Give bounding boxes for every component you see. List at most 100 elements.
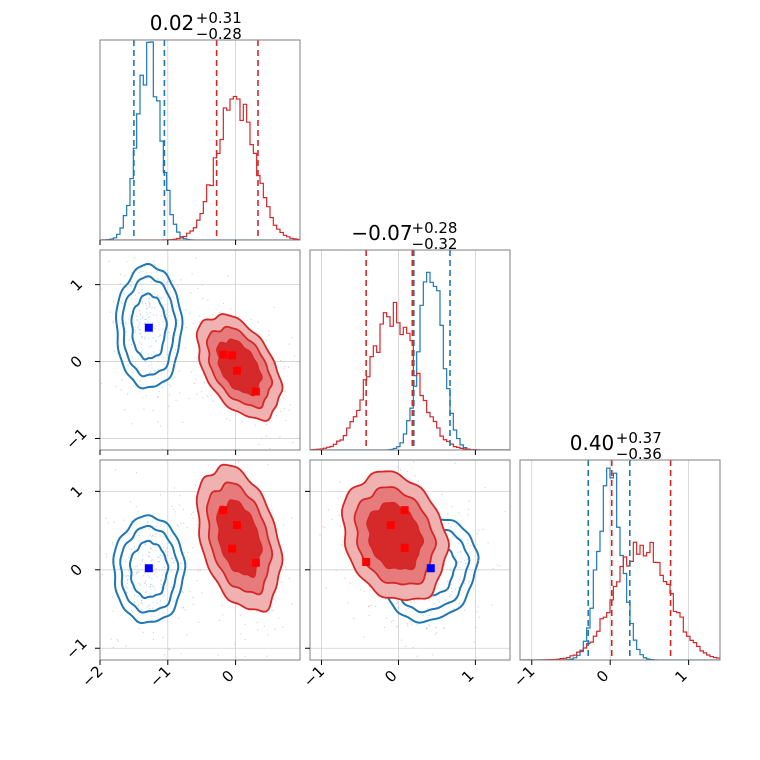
- p21-blue-sample-point: [138, 291, 140, 294]
- p21-blue-sample-point: [148, 301, 150, 303]
- p21-blue-sample-point: [185, 326, 187, 329]
- p31-blue-sample-point: [127, 545, 129, 548]
- p31-blue-sample-point: [152, 514, 154, 516]
- p32-blue-marker: [426, 564, 435, 573]
- p31-blue-sample-point: [163, 572, 165, 574]
- p31-blue-sample-point: [168, 648, 170, 650]
- p31-blue-sample-point: [152, 638, 154, 641]
- p21-blue-sample-point: [151, 364, 153, 366]
- p32-blue-sample-point: [428, 614, 430, 617]
- p21-blue-sample-point: [139, 321, 141, 323]
- p31-blue-sample-point: [140, 529, 142, 531]
- p31-blue-sample-point: [179, 588, 181, 590]
- p21-red-sample-point: [227, 275, 229, 277]
- p32-blue-sample-point: [482, 528, 484, 530]
- p21-blue-sample-point: [147, 321, 149, 323]
- p32-blue-sample-point: [454, 556, 456, 558]
- p31-blue-sample-point: [101, 574, 103, 576]
- p31-blue-sample-point: [184, 609, 186, 611]
- p21-blue-sample-point: [172, 378, 174, 380]
- p32-red-sample-point: [409, 479, 412, 481]
- p31-blue-sample-point: [166, 547, 168, 549]
- p31-blue-sample-point: [183, 592, 185, 594]
- p31-blue-sample-point: [127, 575, 130, 577]
- p21-blue-sample-point: [165, 310, 167, 312]
- p21-blue-sample-point: [112, 301, 115, 303]
- p21-blue-sample-point: [108, 260, 110, 263]
- p32-blue-sample-point: [477, 529, 480, 531]
- p31-blue-sample-point: [144, 539, 146, 541]
- p31-blue-sample-point: [145, 580, 147, 582]
- p31-red-sample-point: [284, 566, 286, 568]
- p31-red-sample-point: [208, 451, 209, 452]
- p21-blue-sample-point: [131, 298, 133, 300]
- p21-red-sample-point: [212, 314, 214, 316]
- p21-blue-sample-point: [131, 423, 133, 425]
- p21-blue-sample-point: [145, 302, 147, 305]
- p21-red-sample-point: [207, 299, 209, 301]
- p31-blue-sample-point: [122, 555, 124, 557]
- p32-blue-sample-point: [385, 617, 387, 619]
- p21-red-sample-point: [221, 312, 223, 314]
- p31-blue-sample-point: [160, 586, 163, 589]
- p31-red-sample-point: [217, 654, 219, 656]
- p31-red-sample-point: [256, 611, 258, 613]
- p32-blue-sample-point: [406, 623, 409, 625]
- p21-blue-sample-point: [166, 332, 169, 334]
- p32-frame: [309, 459, 511, 661]
- p21-blue-sample-point: [195, 257, 197, 259]
- p21-red-sample-point: [268, 334, 270, 336]
- p31-red-sample-point: [291, 603, 293, 605]
- p31-blue-sample-point: [155, 571, 157, 573]
- p1_hist-title-minus: −0.28: [196, 25, 242, 43]
- p21-red-marker: [219, 350, 228, 359]
- p32-red-marker: [400, 506, 409, 515]
- p32-blue-sample-point: [454, 588, 456, 591]
- p31-blue-sample-point: [141, 560, 143, 562]
- p21-red-sample-point: [241, 421, 243, 423]
- p21-blue-sample-point: [160, 298, 163, 300]
- p21-blue-sample-point: [178, 370, 180, 372]
- p31-blue-sample-point: [141, 603, 144, 605]
- p31-blue-sample-point: [138, 540, 140, 542]
- p32-blue-sample-point: [467, 542, 469, 544]
- p1_hist-plot: [100, 40, 300, 240]
- p21-blue-sample-point: [159, 334, 161, 336]
- p31-blue-sample-point: [163, 536, 165, 538]
- p31-blue-sample-point: [151, 535, 153, 538]
- p32-red-sample-point: [441, 493, 443, 496]
- p21-blue-sample-point: [153, 263, 156, 266]
- p21-red-sample-point: [284, 390, 286, 392]
- p32-red-sample-point: [469, 544, 472, 547]
- p21-red-sample-point: [275, 415, 278, 417]
- p31-red-sample-point: [233, 643, 236, 646]
- p2_hist-title-plus: +0.28: [412, 219, 458, 237]
- p31-red-sample-point: [280, 581, 282, 583]
- p31-y-tick-label: 0: [67, 561, 86, 580]
- p32-blue-sample-point: [487, 542, 489, 544]
- p31-blue-sample-point: [149, 547, 152, 549]
- p21-blue-sample-point: [147, 316, 149, 319]
- p21-blue-sample-point: [157, 396, 159, 398]
- p31-blue-sample-point: [182, 606, 185, 609]
- p31-blue-sample-point: [149, 586, 151, 588]
- p31-blue-sample-point: [126, 582, 129, 584]
- p21-blue-sample-point: [167, 281, 169, 283]
- p31-blue-sample-point: [152, 534, 154, 536]
- p21-red-sample-point: [284, 365, 286, 368]
- p31-blue-sample-point: [173, 508, 175, 510]
- p21-blue-contour-middle: [121, 275, 178, 378]
- p21-blue-sample-point: [140, 237, 141, 238]
- p31-blue-sample-point: [149, 607, 151, 609]
- p31-blue-sample-point: [148, 551, 151, 554]
- p21-blue-sample-point: [140, 318, 142, 321]
- p31-red-sample-point: [197, 534, 199, 536]
- p21-blue-sample-point: [151, 354, 153, 356]
- p31-blue-sample-point: [135, 505, 137, 508]
- p21-red-sample-point: [223, 302, 225, 305]
- p21-blue-sample-point: [139, 310, 141, 312]
- p31-blue-sample-point: [138, 582, 141, 585]
- p21-blue-sample-point: [161, 386, 164, 388]
- p21-blue-sample-point: [153, 260, 155, 262]
- p31-blue-sample-point: [133, 538, 136, 540]
